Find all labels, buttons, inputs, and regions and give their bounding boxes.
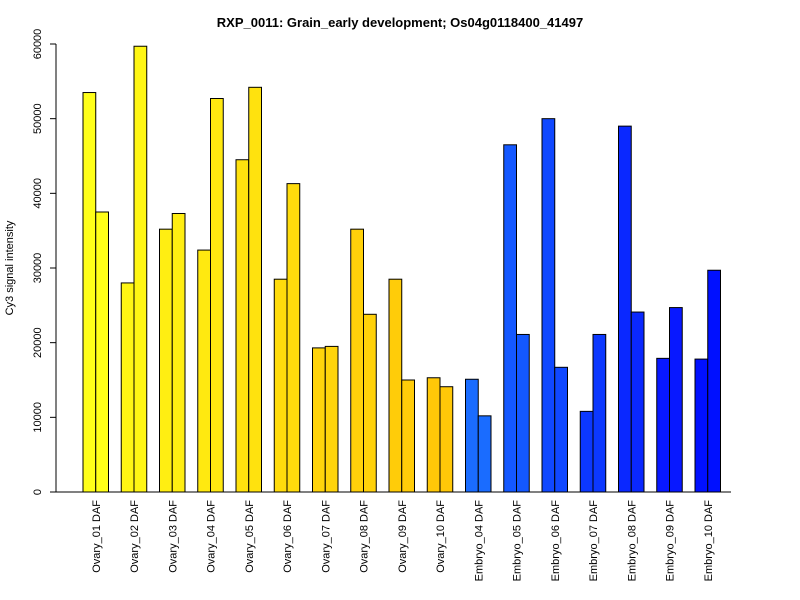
y-tick-label: 10000 bbox=[32, 402, 44, 433]
bar bbox=[120, 282, 135, 493]
y-tick-label: 60000 bbox=[32, 29, 44, 60]
bar bbox=[669, 307, 683, 493]
bar bbox=[656, 357, 670, 493]
bars-group bbox=[82, 45, 721, 493]
bar bbox=[516, 333, 530, 493]
bar bbox=[439, 386, 454, 493]
x-tick-label: Embryo_10 DAF bbox=[703, 500, 715, 582]
bar bbox=[210, 98, 224, 493]
bar bbox=[159, 228, 173, 493]
bar bbox=[273, 278, 288, 493]
bar bbox=[707, 269, 721, 493]
bar bbox=[235, 159, 250, 493]
y-tick-label: 40000 bbox=[32, 178, 44, 209]
bar bbox=[363, 313, 377, 493]
x-tick-label: Embryo_06 DAF bbox=[550, 500, 562, 582]
bar bbox=[618, 125, 632, 493]
x-tick-label: Ovary_02 DAF bbox=[129, 500, 141, 573]
y-tick-label: 50000 bbox=[32, 103, 44, 134]
x-tick-label: Embryo_08 DAF bbox=[626, 500, 638, 582]
bar bbox=[503, 144, 517, 493]
bar bbox=[541, 118, 556, 493]
x-tick-label: Ovary_07 DAF bbox=[320, 500, 332, 573]
y-tick-label: 30000 bbox=[32, 253, 44, 284]
x-tick-label: Ovary_10 DAF bbox=[435, 500, 447, 573]
y-axis: 0 10000 20000 30000 40000 50000 60000 bbox=[32, 29, 57, 495]
bar bbox=[197, 249, 211, 493]
bar bbox=[401, 379, 415, 493]
bar bbox=[388, 278, 403, 493]
bar bbox=[554, 366, 568, 493]
chart-title: RXP_0011: Grain_early development; Os04g… bbox=[217, 15, 583, 30]
bar bbox=[324, 345, 339, 493]
bar bbox=[465, 378, 479, 493]
bar bbox=[630, 311, 645, 493]
x-tick-label: Embryo_09 DAF bbox=[665, 500, 677, 582]
bar bbox=[248, 86, 262, 493]
bar bbox=[350, 228, 364, 493]
y-axis-label: Cy3 signal intensity bbox=[4, 220, 16, 315]
x-tick-label: Ovary_04 DAF bbox=[206, 500, 218, 573]
bar bbox=[95, 211, 109, 493]
bar bbox=[579, 410, 594, 493]
x-tick-label: Ovary_06 DAF bbox=[282, 500, 294, 573]
y-tick-label: 0 bbox=[32, 489, 44, 495]
bar bbox=[133, 45, 148, 493]
bar bbox=[592, 333, 607, 493]
bar bbox=[694, 358, 709, 493]
bar bbox=[82, 92, 97, 493]
y-tick-label: 20000 bbox=[32, 327, 44, 358]
bar bbox=[312, 347, 326, 493]
x-tick-label: Embryo_05 DAF bbox=[512, 500, 524, 582]
x-tick-label: Ovary_03 DAF bbox=[167, 500, 179, 573]
bar bbox=[426, 377, 441, 493]
bar bbox=[171, 212, 186, 493]
bar bbox=[477, 415, 492, 493]
x-tick-label: Ovary_01 DAF bbox=[91, 500, 103, 573]
x-tick-label: Ovary_09 DAF bbox=[397, 500, 409, 573]
x-tick-label: Ovary_08 DAF bbox=[359, 500, 371, 573]
x-tick-label: Embryo_04 DAF bbox=[473, 500, 485, 582]
x-tick-labels: Ovary_01 DAF Ovary_02 DAF Ovary_03 DAF Ovar… bbox=[91, 500, 715, 582]
bar bbox=[286, 183, 301, 493]
x-tick-label: Embryo_07 DAF bbox=[588, 500, 600, 582]
x-tick-label: Ovary_05 DAF bbox=[244, 500, 256, 573]
